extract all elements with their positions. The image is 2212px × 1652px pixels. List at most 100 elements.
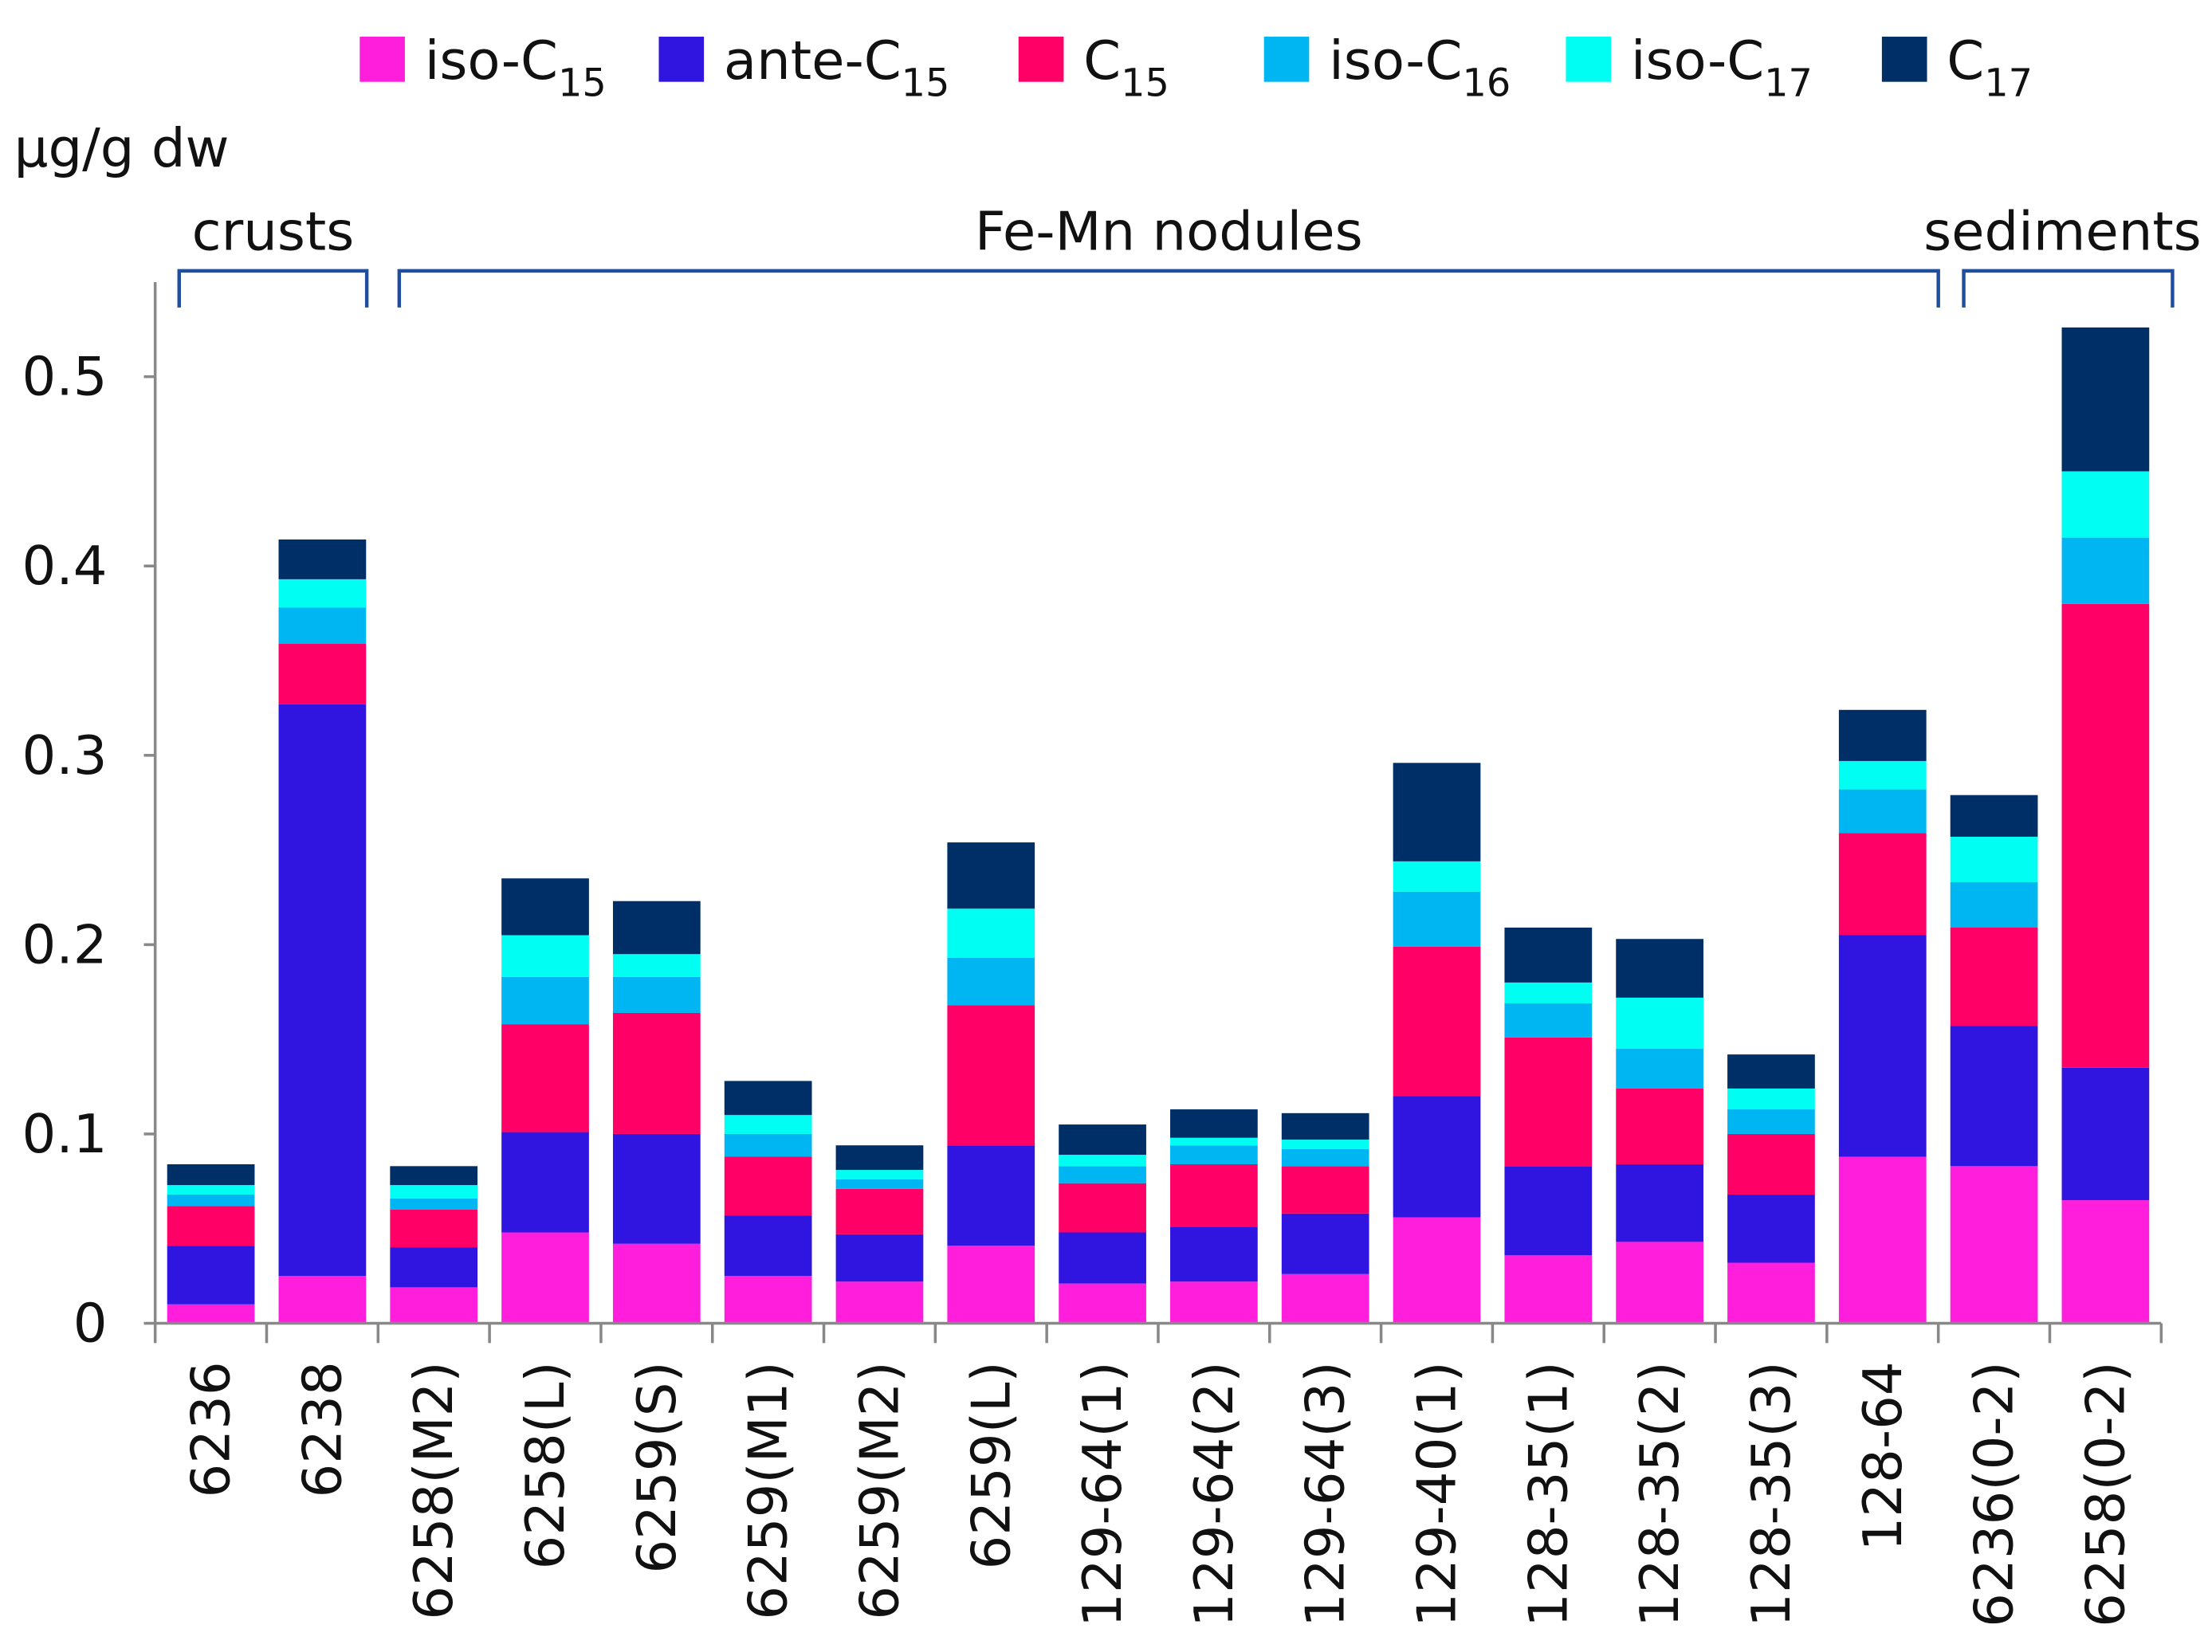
bar-segment-ante-C15 (2061, 1067, 2150, 1201)
y-tick-label: 0.1 (22, 1103, 108, 1165)
legend-swatch (1018, 37, 1064, 82)
legend-swatch (359, 37, 405, 82)
bar-segment-C17 (2061, 327, 2150, 472)
bar-segment-C17 (167, 1163, 255, 1186)
bar-segment-C15 (1170, 1163, 1258, 1227)
bar-segment-ante-C15 (835, 1234, 924, 1282)
bar-segment-iso-C15 (1504, 1254, 1593, 1324)
group-label: Fe-Mn nodules (975, 200, 1363, 262)
x-tick-label: 6259(L) (960, 1361, 1022, 1569)
bar-segment-iso-C16 (1950, 881, 2038, 928)
bar-stack-128-35(1) (1504, 927, 1593, 1324)
bar-segment-C15 (612, 1012, 701, 1134)
bar-segment-C15 (1616, 1088, 1703, 1164)
bar-segment-iso-C17 (1950, 836, 2038, 882)
bar-segment-iso-C16 (501, 976, 589, 1025)
legend-label: iso-C15 (425, 29, 607, 105)
group-label: crusts (192, 200, 355, 262)
bar-segment-C15 (1059, 1183, 1146, 1233)
bar-stack-6259(M1) (724, 1081, 812, 1324)
bar-segment-iso-C16 (1838, 789, 1927, 834)
bar-segment-ante-C15 (1504, 1166, 1593, 1255)
legend-swatch (1881, 37, 1927, 82)
legend-swatch (1566, 37, 1612, 82)
legend-item-iso-C16: iso-C16 (1263, 29, 1511, 105)
bar-segment-C15 (835, 1188, 924, 1234)
bar-segment-C15 (1838, 833, 1927, 936)
bar-segment-iso-C16 (724, 1133, 812, 1157)
bar-segment-C17 (947, 842, 1035, 909)
x-tick-label: 6258(M2) (403, 1361, 465, 1619)
legend: iso-C15 ante-C15 C15 iso-C16 iso-C17 C17 (359, 29, 2033, 105)
bar-segment-C17 (1504, 927, 1593, 983)
axes: 0 0.1 0.2 0.3 0.4 0.5 6236 6238 6258(M2) 6258(L) 6… (22, 282, 2163, 1627)
x-tick-label: 6236 (180, 1361, 242, 1497)
bar-segment-C17 (1950, 795, 2038, 837)
x-tick-label: 6258(L) (514, 1361, 576, 1569)
bar-segment-C17 (612, 901, 701, 955)
bar-segment-C15 (390, 1209, 478, 1248)
y-tick-label: 0.5 (22, 346, 108, 408)
bar-segment-C15 (1727, 1133, 1815, 1195)
bar-segment-iso-C17 (278, 579, 367, 608)
bar-segment-C15 (1393, 946, 1481, 1097)
y-tick-label: 0.2 (22, 913, 108, 975)
y-tick-label: 0 (73, 1293, 108, 1355)
bar-segment-iso-C15 (501, 1232, 589, 1324)
bar-segment-iso-C17 (167, 1185, 255, 1195)
legend-label: iso-C16 (1329, 29, 1511, 105)
bar-segment-iso-C17 (1616, 997, 1703, 1050)
bar-stack-6236(0-2) (1950, 795, 2038, 1324)
bar-segment-iso-C17 (1281, 1140, 1369, 1149)
bar-stack-129-64(3) (1281, 1112, 1369, 1324)
bar-segment-ante-C15 (278, 704, 367, 1277)
bar-segment-ante-C15 (1727, 1194, 1815, 1263)
bar-segment-C17 (501, 878, 589, 936)
bar-segment-ante-C15 (724, 1215, 812, 1277)
x-tick-label: 129-40(1) (1406, 1361, 1468, 1627)
bar-segment-iso-C16 (947, 958, 1035, 1006)
bar-segment-C17 (1170, 1109, 1258, 1138)
bar-segment-C15 (278, 643, 367, 704)
legend-item-C15: C15 (1018, 29, 1169, 105)
bar-segment-C15 (501, 1024, 589, 1132)
bar-segment-iso-C16 (167, 1194, 255, 1207)
bar-segment-iso-C17 (612, 954, 701, 977)
y-tick-label: 0.3 (22, 724, 108, 787)
bar-stack-129-64(1) (1059, 1124, 1146, 1324)
bar-segment-iso-C16 (612, 976, 701, 1013)
bar-segment-iso-C17 (724, 1115, 812, 1134)
bar-segment-C17 (1059, 1124, 1146, 1156)
bar-segment-ante-C15 (1616, 1163, 1703, 1242)
bar-segment-C15 (724, 1156, 812, 1216)
bar-segment-iso-C17 (835, 1170, 924, 1179)
bar-stack-128-35(2) (1616, 939, 1703, 1324)
x-tick-label: 128-35(2) (1629, 1361, 1691, 1627)
bar-stack-6259(L) (947, 842, 1035, 1324)
bar-segment-ante-C15 (612, 1133, 701, 1244)
bar-segment-C15 (1504, 1037, 1593, 1167)
x-tick-label: 129-64(2) (1183, 1361, 1245, 1627)
bar-segment-C17 (278, 539, 367, 579)
bar-segment-ante-C15 (1281, 1213, 1369, 1274)
bar-segment-iso-C15 (724, 1276, 812, 1324)
x-tick-label: 6258(0-2) (2074, 1361, 2136, 1627)
bar-segment-C17 (390, 1166, 478, 1186)
bar-segment-iso-C15 (2061, 1200, 2150, 1324)
legend-item-iso-C17: iso-C17 (1566, 29, 1813, 105)
bar-segment-iso-C16 (390, 1198, 478, 1210)
bar-segment-iso-C17 (1170, 1137, 1258, 1146)
bar-segment-iso-C15 (1281, 1273, 1369, 1324)
bar-segment-iso-C16 (1616, 1049, 1703, 1089)
bar-segment-ante-C15 (390, 1247, 478, 1288)
legend-swatch (658, 37, 705, 82)
bar-segment-iso-C17 (501, 935, 589, 977)
bar-segment-iso-C15 (1950, 1166, 2038, 1324)
bar-segment-iso-C17 (390, 1185, 478, 1199)
bar-segment-ante-C15 (1059, 1232, 1146, 1284)
bar-segment-iso-C16 (1393, 891, 1481, 947)
bar-segment-iso-C17 (1727, 1088, 1815, 1110)
bar-stack-6258(M2) (390, 1166, 478, 1324)
bar-segment-iso-C16 (278, 607, 367, 644)
